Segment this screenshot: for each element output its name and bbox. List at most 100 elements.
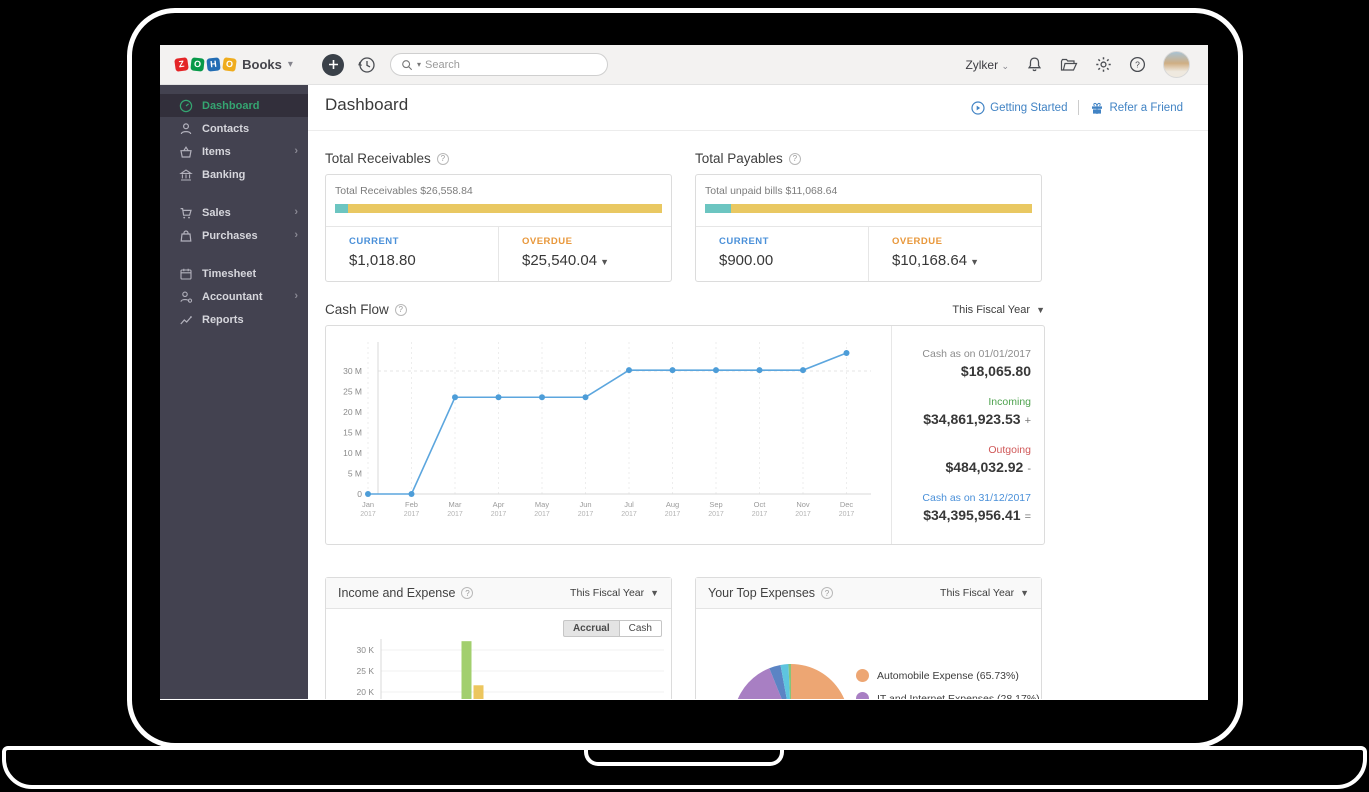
search-input[interactable] [425, 58, 576, 71]
svg-text:5 M: 5 M [348, 469, 362, 479]
sidebar-item-banking[interactable]: Banking [160, 163, 308, 186]
sidebar-item-sales[interactable]: Sales › [160, 201, 308, 224]
svg-text:2017: 2017 [665, 511, 681, 518]
sidebar-group-gap [160, 247, 308, 262]
help-button[interactable]: ? [1129, 56, 1146, 73]
cashflow-summary-panel: Cash as on 01/01/2017 $18,065.80 Incomin… [891, 326, 1044, 544]
sidebar-label: Accountant [202, 290, 263, 303]
toggle-accrual[interactable]: Accrual [562, 620, 619, 637]
documents-button[interactable] [1060, 57, 1078, 73]
help-icon[interactable]: ? [394, 303, 407, 316]
play-circle-icon [971, 100, 985, 115]
receivables-current-value: $1,018.80 [349, 252, 416, 269]
income-expense-title: Income and Expense [338, 586, 456, 600]
sidebar-item-contacts[interactable]: Contacts [160, 117, 308, 140]
accountant-person-gear-icon [179, 290, 193, 304]
dashboard-gauge-icon [179, 99, 193, 113]
sidebar-item-purchases[interactable]: Purchases › [160, 224, 308, 247]
sidebar-label: Banking [202, 168, 246, 181]
global-search[interactable]: ▾ [390, 53, 608, 76]
help-icon[interactable]: ? [461, 587, 474, 599]
plus-icon [328, 60, 338, 69]
header-links-divider [1078, 100, 1080, 115]
receivables-title: Total Receivables [325, 151, 431, 166]
receivables-overdue-value: $25,540.04 [522, 252, 598, 269]
cashflow-period-select[interactable]: This Fiscal Year ▼ [952, 303, 1045, 316]
payables-current-cell: CURRENT $900.00 [696, 227, 868, 281]
legend-dot-purple [856, 692, 869, 699]
org-name-dropdown[interactable]: Zylker ⌄ [965, 57, 1009, 72]
topbar-main: ▾ [308, 53, 965, 76]
svg-text:Feb: Feb [405, 500, 418, 509]
recent-history-button[interactable] [357, 55, 377, 75]
page-title: Dashboard [325, 95, 409, 114]
zoho-books-app: Z O H O Books ▾ [160, 45, 1208, 700]
gear-icon [1096, 57, 1111, 72]
quick-create-button[interactable] [322, 53, 344, 76]
sidebar-label: Reports [202, 313, 244, 326]
overdue-dropdown-caret-icon[interactable]: ▼ [970, 257, 979, 267]
income-expense-bar-chart[interactable]: 05 K10 K15 K20 K25 K30 K [326, 609, 671, 699]
banking-bank-icon [179, 168, 193, 182]
income-expense-card: Income and Expense? This Fiscal Year ▼ A… [325, 577, 672, 699]
sidebar-item-accountant[interactable]: Accountant › [160, 285, 308, 308]
svg-text:30 K: 30 K [357, 645, 375, 655]
svg-text:15 M: 15 M [343, 428, 362, 438]
svg-text:30 M: 30 M [343, 366, 362, 376]
refer-a-friend-link[interactable]: Refer a Friend [1090, 101, 1183, 115]
top-expenses-period-select[interactable]: This Fiscal Year ▼ [940, 587, 1029, 599]
svg-text:Jun: Jun [579, 500, 591, 509]
sidebar-item-timesheet[interactable]: Timesheet [160, 262, 308, 285]
top-expenses-pie-chart[interactable] [696, 609, 1041, 699]
receivables-current-cell: CURRENT $1,018.80 [326, 227, 498, 281]
user-avatar[interactable] [1163, 51, 1190, 78]
bell-icon [1027, 57, 1042, 72]
logo-letter-z: Z [174, 57, 189, 72]
notifications-button[interactable] [1026, 56, 1043, 73]
legend-item-it-internet: IT and Internet Expenses (28.17%) [856, 692, 1040, 699]
sidebar-label: Contacts [202, 122, 250, 135]
sidebar-item-dashboard[interactable]: Dashboard [160, 94, 308, 117]
minus-sign: - [1027, 463, 1031, 475]
help-icon[interactable]: ? [788, 152, 801, 165]
equals-sign: = [1024, 511, 1031, 523]
org-switch-chevron-icon[interactable]: ▾ [287, 59, 293, 70]
incoming-value: $34,861,923.53 [923, 411, 1021, 427]
zoho-books-logo[interactable]: Z O H O Books ▾ [160, 57, 308, 72]
sidebar-item-items[interactable]: Items › [160, 140, 308, 163]
period-caret-icon: ▼ [1020, 588, 1029, 598]
receivables-bar-label: Total Receivables $26,558.84 [335, 185, 473, 197]
receivables-card: Total Receivables $26,558.84 CURRENT $1,… [325, 174, 672, 282]
logo-letter-h: H [206, 57, 221, 72]
help-icon[interactable]: ? [821, 587, 834, 599]
incoming-label: Incoming [988, 396, 1031, 408]
svg-text:Apr: Apr [493, 500, 505, 509]
toggle-cash[interactable]: Cash [618, 620, 662, 637]
svg-text:20 M: 20 M [343, 407, 362, 417]
receivables-progress-teal [335, 204, 349, 213]
settings-button[interactable] [1095, 56, 1112, 73]
income-expense-period-select[interactable]: This Fiscal Year ▼ [570, 587, 659, 599]
svg-text:May: May [535, 500, 549, 509]
getting-started-link[interactable]: Getting Started [971, 100, 1067, 115]
sidebar-group-gap [160, 186, 308, 201]
svg-text:25 K: 25 K [357, 666, 375, 676]
svg-text:Nov: Nov [796, 500, 810, 509]
logo-letter-o1: O [190, 57, 205, 72]
payables-progress-bar [705, 204, 1032, 213]
help-icon[interactable]: ? [436, 152, 449, 165]
sidebar-item-reports[interactable]: Reports [160, 308, 308, 331]
overdue-dropdown-caret-icon[interactable]: ▼ [600, 257, 609, 267]
svg-text:2017: 2017 [491, 511, 507, 518]
search-scope-chevron-icon[interactable]: ▾ [417, 60, 422, 69]
logo-letter-o2: O [222, 57, 237, 72]
reports-trend-icon [179, 313, 193, 327]
svg-text:0: 0 [357, 489, 362, 499]
top-expenses-card: Your Top Expenses? This Fiscal Year ▼ Au… [695, 577, 1042, 699]
submenu-chevron-icon: › [294, 290, 298, 302]
payables-overdue-cell: OVERDUE $10,168.64 ▼ [868, 227, 1041, 281]
svg-text:2017: 2017 [795, 511, 811, 518]
legend-label: Automobile Expense (65.73%) [877, 669, 1019, 682]
payables-title: Total Payables [695, 151, 783, 166]
cashflow-line-chart[interactable]: Jan 2017 Feb 2017 Mar 2017 Apr 2017 May 2017 Jun 20… [326, 326, 891, 544]
